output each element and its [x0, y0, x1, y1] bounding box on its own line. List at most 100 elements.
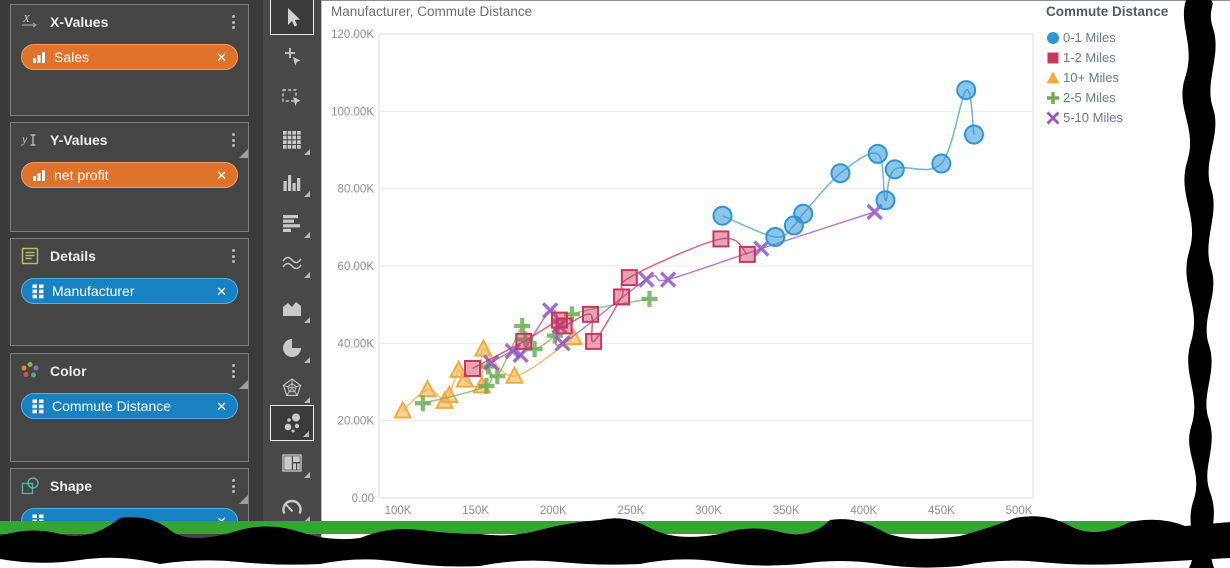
tool-bar-chart[interactable] — [270, 205, 314, 241]
legend-item-10-miles[interactable]: 10+ Miles — [1046, 67, 1176, 87]
data-point-1-2-miles[interactable] — [464, 359, 482, 377]
data-point-5-10-miles[interactable] — [554, 335, 571, 352]
x-axis-label: 350K — [773, 505, 800, 517]
tool-gauge[interactable] — [270, 489, 314, 525]
field-chip-sales[interactable]: Sales ✕ — [21, 44, 238, 70]
legend-item-0-1-miles[interactable]: 0-1 Miles — [1046, 27, 1176, 47]
data-point-1-2-miles[interactable] — [712, 230, 730, 248]
field-chip-label: Commute Distance — [52, 398, 172, 414]
data-point-1-2-miles[interactable] — [515, 332, 533, 350]
legend-item-1-2-miles[interactable]: 1-2 Miles — [1046, 47, 1176, 67]
data-point-0-1-miles[interactable] — [931, 153, 952, 174]
panel-header: y Y-Values — [11, 123, 248, 157]
data-point-0-1-miles[interactable] — [875, 190, 896, 211]
bottom-green-strip — [0, 521, 1168, 534]
data-point-2-5-miles[interactable] — [514, 317, 531, 334]
treemap-icon — [282, 454, 302, 472]
data-point-10-miles[interactable] — [473, 338, 494, 357]
dropzone-panel-shape[interactable]: Shape✕ — [10, 468, 249, 564]
legend-item-label: 2-5 Miles — [1063, 89, 1116, 105]
data-point-1-2-miles[interactable] — [613, 288, 631, 306]
data-point-5-10-miles[interactable] — [512, 346, 529, 364]
x-axis-label: 250K — [617, 505, 644, 517]
data-point-1-2-miles[interactable] — [555, 317, 573, 335]
data-point-10-miles[interactable] — [448, 359, 469, 378]
data-point-10-miles[interactable] — [455, 369, 475, 388]
tool-scatter-chart[interactable] — [270, 405, 314, 441]
kebab-menu-icon[interactable] — [226, 15, 240, 29]
tool-pointer[interactable] — [270, 0, 314, 35]
tool-radar-chart[interactable] — [270, 370, 314, 406]
tool-area-chart[interactable] — [270, 290, 314, 326]
data-point-2-5-miles[interactable] — [641, 290, 658, 307]
x-axis-label: 450K — [928, 505, 955, 517]
data-point-5-10-miles[interactable] — [753, 240, 770, 257]
x-axis-label: 400K — [850, 505, 877, 517]
svg-text:y: y — [21, 132, 28, 146]
data-point-0-1-miles[interactable] — [884, 159, 905, 180]
field-chip-manufacturer[interactable]: Manufacturer ✕ — [21, 278, 238, 304]
panel-resize-grip[interactable] — [239, 380, 248, 389]
tool-menu-corner-icon — [304, 191, 310, 197]
data-point-10-miles[interactable] — [504, 365, 525, 384]
data-point-0-1-miles[interactable] — [956, 80, 977, 101]
data-point-5-10-miles[interactable] — [638, 271, 655, 288]
data-point-1-2-miles[interactable] — [620, 269, 638, 287]
tool-line-chart[interactable] — [270, 245, 314, 281]
legend-item-5-10-miles[interactable]: 5-10 Miles — [1046, 107, 1176, 127]
panel-resize-grip[interactable] — [239, 149, 248, 158]
x-axis-label: 100K — [385, 505, 412, 517]
data-point-2-5-miles[interactable] — [414, 395, 431, 412]
remove-field-icon[interactable]: ✕ — [216, 398, 227, 414]
data-point-5-10-miles[interactable] — [551, 317, 568, 335]
tool-add-point[interactable] — [270, 39, 314, 75]
legend-item-label: 10+ Miles — [1063, 69, 1119, 85]
kebab-menu-icon[interactable] — [226, 479, 240, 493]
tool-marquee-select[interactable] — [270, 80, 314, 116]
data-point-0-1-miles[interactable] — [793, 203, 814, 224]
data-point-5-10-miles[interactable] — [482, 354, 500, 371]
remove-field-icon[interactable]: ✕ — [216, 167, 227, 183]
dropzone-panel-details[interactable]: Details Manufacturer ✕ — [10, 238, 249, 346]
tool-grid[interactable] — [270, 122, 314, 158]
remove-field-icon[interactable]: ✕ — [216, 283, 227, 299]
triangle-marker-icon — [1046, 70, 1063, 85]
kebab-menu-icon[interactable] — [226, 249, 240, 263]
data-point-2-5-miles[interactable] — [489, 368, 506, 385]
plus-marker-icon — [1046, 90, 1063, 105]
field-chip-net-profit[interactable]: net profit ✕ — [21, 162, 238, 188]
kebab-menu-icon[interactable] — [226, 133, 240, 147]
dropzone-panel-y-values[interactable]: y Y-Values net profit ✕ — [10, 122, 249, 232]
data-point-1-2-miles[interactable] — [582, 305, 600, 323]
data-point-1-2-miles[interactable] — [738, 245, 756, 263]
dropzone-panel-x-values[interactable]: X X-Values Sales ✕ — [10, 4, 249, 116]
data-point-5-10-miles[interactable] — [541, 302, 559, 319]
data-point-0-1-miles[interactable] — [765, 227, 786, 247]
remove-field-icon[interactable]: ✕ — [216, 49, 227, 65]
data-point-0-1-miles[interactable] — [830, 163, 851, 184]
legend-item-label: 5-10 Miles — [1063, 109, 1123, 125]
data-point-0-1-miles[interactable] — [867, 143, 888, 164]
kebab-menu-icon[interactable] — [226, 364, 240, 378]
data-point-0-1-miles[interactable] — [963, 124, 984, 145]
data-point-2-5-miles[interactable] — [478, 377, 495, 394]
data-point-10-miles[interactable] — [392, 400, 413, 419]
panel-resize-grip[interactable] — [239, 495, 248, 504]
data-point-5-10-miles[interactable] — [659, 271, 677, 288]
tool-treemap[interactable] — [270, 445, 314, 481]
field-chip-commute-distance[interactable]: Commute Distance ✕ — [21, 393, 238, 419]
series-line-1-2-miles — [472, 237, 748, 370]
dropzone-panel-color[interactable]: Color Commute Distance ✕ — [10, 353, 249, 462]
data-point-1-2-miles[interactable] — [585, 332, 603, 350]
y-axis-label: 100.00K — [331, 106, 374, 118]
field-chip-label: Sales — [54, 49, 90, 65]
chart-panel: Manufacturer, Commute Distance 0.00 20.00… — [321, 0, 1230, 568]
tool-pie-chart[interactable] — [270, 330, 314, 366]
data-point-0-1-miles[interactable] — [712, 205, 733, 226]
scatter-chart-icon — [284, 413, 300, 433]
scatter-plot[interactable]: 0.00 20.00K 40.00K 60.00K 80.00K 100.00K 120.0… — [322, 1, 1230, 568]
data-point-10-miles[interactable] — [417, 379, 438, 398]
legend-item-2-5-miles[interactable]: 2-5 Miles — [1046, 87, 1176, 107]
x-axis-label: 500K — [1006, 505, 1033, 517]
tool-column-chart[interactable] — [270, 164, 314, 200]
